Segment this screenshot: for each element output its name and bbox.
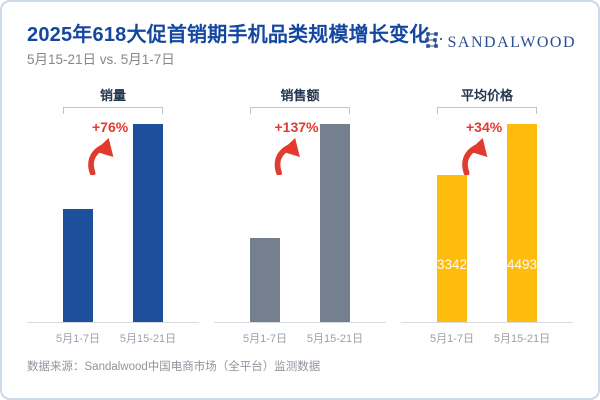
- growth-annotation: +76%: [88, 119, 129, 175]
- bars-group: 3342 4493: [401, 124, 573, 322]
- bar-period-2: [133, 124, 163, 322]
- axis-labels: 5月1-7日 5月15-21日: [214, 323, 386, 346]
- bar-period-1: 3342: [437, 175, 467, 322]
- growth-badge: +137%: [274, 119, 319, 135]
- page-subtitle: 5月15-21日 vs. 5月1-7日: [27, 52, 175, 67]
- bars-group: [214, 124, 386, 322]
- bar-value: 4493: [507, 257, 538, 272]
- axis-labels: 5月1-7日 5月15-21日: [27, 323, 199, 346]
- growth-arrow-icon: [462, 138, 488, 175]
- axis-labels: 5月1-7日 5月15-21日: [401, 323, 573, 346]
- bar-period-2: [320, 124, 350, 322]
- axis-label-period-1: 5月1-7日: [242, 333, 288, 345]
- axis-label-period-2: 5月15-21日: [493, 333, 551, 345]
- plot-area: +137%: [214, 114, 386, 323]
- page-title: 2025年618大促首销期手机品类规模增长变化: [27, 24, 430, 46]
- axis-label-period-2: 5月15-21日: [306, 333, 364, 345]
- bar-value: 3342: [437, 257, 468, 272]
- axis-label-period-1: 5月1-7日: [429, 333, 475, 345]
- plot-area: +34% 3342 4493: [401, 114, 573, 323]
- sandalwood-logo: SANDALWOOD: [423, 30, 576, 55]
- bracket-line: [63, 107, 163, 114]
- bar-period-1: [63, 209, 93, 322]
- chart-sales-revenue: 销售额 +137% 5月1-7日 5月15-21日: [214, 88, 386, 346]
- chart-title: 销售额: [280, 88, 320, 103]
- sandalwood-dot-grid-icon: [423, 30, 443, 55]
- bar-period-1: [250, 238, 280, 322]
- chart-title: 销量: [99, 88, 126, 103]
- bracket-line: [250, 107, 350, 114]
- growth-arrow-icon: [88, 138, 114, 175]
- bars-group: [27, 124, 199, 322]
- bar-period-2: 4493: [507, 124, 537, 322]
- chart-average-price: 平均价格 +34% 3342 4493 5月1-7日 5月15-21日: [401, 88, 573, 346]
- growth-arrow-icon: [274, 138, 300, 175]
- growth-annotation: +34%: [462, 119, 503, 175]
- chart-sales-volume: 销量 +76% 5月1-7日 5月15-21日: [27, 88, 199, 346]
- growth-badge: +34%: [466, 119, 503, 135]
- plot-area: +76%: [27, 114, 199, 323]
- growth-annotation: +137%: [274, 119, 318, 175]
- axis-label-period-1: 5月1-7日: [55, 333, 101, 345]
- logo-wordmark: SANDALWOOD: [447, 33, 576, 51]
- charts-row: 销量 +76% 5月1-7日 5月15-21日: [27, 88, 573, 346]
- bracket-line: [437, 107, 537, 114]
- axis-label-period-2: 5月15-21日: [119, 333, 177, 345]
- growth-badge: +76%: [92, 119, 129, 135]
- chart-title: 平均价格: [460, 88, 513, 103]
- source-note: 数据来源：Sandalwood中国电商市场（全平台）监测数据: [27, 361, 321, 373]
